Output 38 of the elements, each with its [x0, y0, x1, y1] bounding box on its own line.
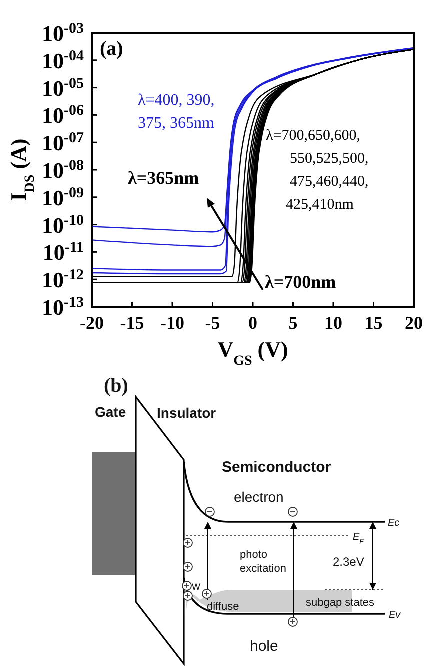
text: E$_{F}$ — [353, 532, 365, 546]
x-tick-label: -5 — [205, 313, 220, 333]
annotation: (a) — [100, 38, 124, 60]
y-tick-label: 10$^{-05}$ — [42, 76, 84, 101]
x-tick-label: -15 — [120, 313, 144, 333]
text: Semiconductor — [222, 459, 332, 476]
y-tick-label: 10$^{-03}$ — [42, 21, 84, 46]
x-tick-label: -10 — [160, 313, 184, 333]
text: W — [192, 582, 201, 592]
text: 2.3eV — [333, 555, 364, 569]
text: Ec — [388, 518, 400, 529]
y-tick-label: 10$^{-12}$ — [42, 268, 84, 293]
y-tick-label: 10$^{-10}$ — [42, 212, 84, 238]
annotation: λ=700nm — [265, 272, 336, 292]
y-tick-label: 10$^{-09}$ — [42, 185, 84, 210]
x-tick-label: 15 — [364, 313, 383, 333]
text: hole — [250, 638, 278, 655]
text: electron — [234, 489, 284, 505]
x-axis-title: V$_{GS}$ (V) — [218, 337, 288, 368]
x-tick-label: 10 — [324, 313, 342, 333]
annotation: λ=700,650,600, 550,525,500, 475,460,440, 425,410nm — [266, 128, 369, 213]
annotation: λ=365nm — [128, 168, 200, 188]
text: (b) — [104, 375, 128, 397]
x-tick-label: 5 — [288, 313, 298, 333]
annotation: λ=400, 390, 375, 365nm — [138, 92, 215, 132]
y-tick-label: 10$^{-11}$ — [42, 240, 84, 266]
text: Gate — [95, 404, 126, 420]
text: Ev — [389, 610, 402, 621]
text: Insulator — [157, 405, 217, 421]
text: diffuse — [207, 601, 240, 613]
x-tick-label: 20 — [405, 313, 423, 333]
text: subgap states — [306, 597, 375, 609]
x-tick-label: 0 — [248, 313, 258, 333]
y-tick-label: 10$^{-06}$ — [42, 103, 84, 128]
text: photo excitation — [240, 549, 286, 575]
y-tick-label: 10$^{-07}$ — [42, 130, 84, 156]
y-tick-label: 10$^{-04}$ — [42, 48, 84, 74]
y-tick-label: 10$^{-08}$ — [42, 158, 84, 183]
